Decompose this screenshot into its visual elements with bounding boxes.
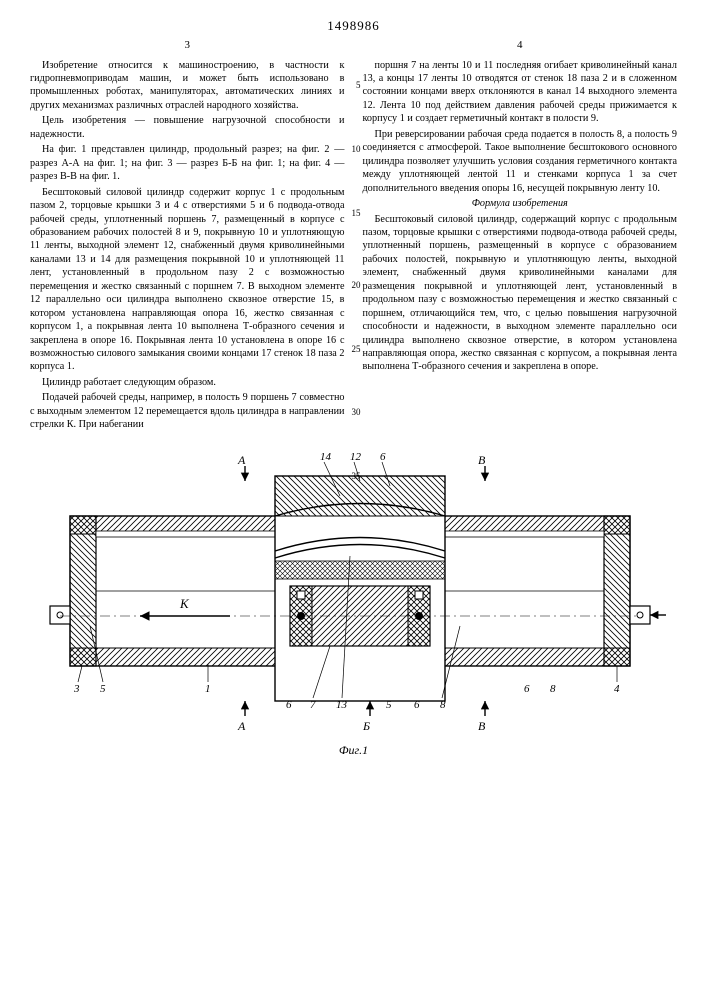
svg-text:14: 14 <box>320 451 332 463</box>
figure-svg: К А А Б В В 14 12 6 3 5 <box>30 446 670 736</box>
line-markers: 5 10 15 20 25 30 35 <box>349 38 361 483</box>
svg-text:5: 5 <box>386 699 392 711</box>
svg-text:В: В <box>478 719 486 733</box>
para: При реверсировании рабочая среда подаетс… <box>363 128 678 195</box>
svg-text:13: 13 <box>336 699 348 711</box>
line-marker: 15 <box>349 208 361 220</box>
svg-text:6: 6 <box>380 451 386 463</box>
para: Бесштоковый силовой цилиндр содержит кор… <box>30 186 345 374</box>
svg-text:8: 8 <box>440 699 446 711</box>
svg-text:6: 6 <box>524 683 530 695</box>
svg-text:8: 8 <box>550 683 556 695</box>
figure-caption: Фиг.1 <box>30 743 677 758</box>
svg-text:А: А <box>237 719 246 733</box>
para: Подачей рабочей среды, например, в полос… <box>30 391 345 431</box>
svg-text:5: 5 <box>100 683 106 695</box>
left-page-num: 3 <box>30 38 345 53</box>
right-page-num: 4 <box>363 38 678 53</box>
line-marker: 10 <box>349 144 361 156</box>
svg-text:Б: Б <box>362 719 370 733</box>
svg-text:3: 3 <box>73 683 80 695</box>
para: Изобретение относится к машиностроению, … <box>30 59 345 113</box>
line-marker: 30 <box>349 407 361 419</box>
patent-number: 1498986 <box>30 18 677 34</box>
para: На фиг. 1 представлен цилиндр, продольны… <box>30 143 345 183</box>
para: Бесштоковый силовой цилиндр, содержащий … <box>363 213 678 374</box>
figure-1: К А А Б В В 14 12 6 3 5 <box>30 446 677 758</box>
svg-text:1: 1 <box>205 683 211 695</box>
left-column: 3 Изобретение относится к машиностроению… <box>30 38 345 434</box>
svg-text:А: А <box>237 453 246 467</box>
two-column-text: 3 Изобретение относится к машиностроению… <box>30 38 677 434</box>
arrow-k-label: К <box>179 596 190 611</box>
para: поршня 7 на ленты 10 и 11 последняя огиб… <box>363 59 678 126</box>
svg-text:4: 4 <box>614 683 620 695</box>
right-column: 4 5 10 15 20 25 30 35 поршня 7 на ленты … <box>363 38 678 434</box>
svg-text:6: 6 <box>414 699 420 711</box>
formula-title: Формула изобретения <box>363 197 678 210</box>
line-marker: 20 <box>349 280 361 292</box>
line-marker: 35 <box>349 471 361 483</box>
line-marker: 5 <box>349 80 361 92</box>
page: 1498986 3 Изобретение относится к машино… <box>0 0 707 1000</box>
svg-text:6: 6 <box>286 699 292 711</box>
svg-text:В: В <box>478 453 486 467</box>
para: Цель изобретения — повышение нагрузочной… <box>30 114 345 141</box>
line-marker: 25 <box>349 344 361 356</box>
para: Цилиндр работает следующим образом. <box>30 376 345 389</box>
svg-text:7: 7 <box>310 699 316 711</box>
